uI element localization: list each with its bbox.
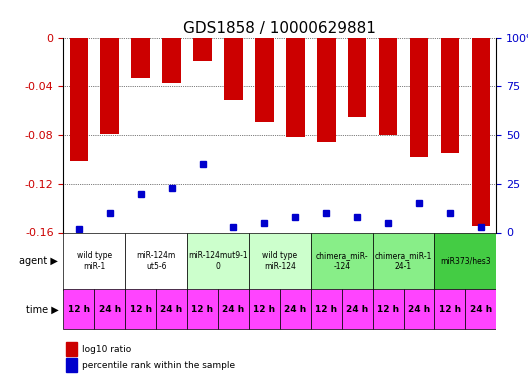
Bar bbox=[156, 290, 187, 329]
Text: chimera_miR-
-124: chimera_miR- -124 bbox=[315, 251, 368, 271]
Text: wild type
miR-1: wild type miR-1 bbox=[77, 251, 112, 271]
Bar bbox=[187, 290, 218, 329]
Bar bbox=[472, 38, 490, 226]
Bar bbox=[435, 290, 465, 329]
Bar bbox=[286, 38, 305, 138]
Text: log10 ratio: log10 ratio bbox=[82, 345, 131, 354]
Text: miR-124mut9-1
0: miR-124mut9-1 0 bbox=[188, 251, 248, 271]
Bar bbox=[379, 38, 398, 135]
Bar bbox=[373, 290, 403, 329]
Bar bbox=[131, 38, 150, 78]
Text: percentile rank within the sample: percentile rank within the sample bbox=[82, 360, 235, 369]
Bar bbox=[249, 232, 311, 290]
Bar bbox=[224, 38, 243, 100]
Text: 12 h: 12 h bbox=[253, 305, 276, 314]
Bar bbox=[67, 342, 77, 357]
Text: GDS1858 / 10000629881: GDS1858 / 10000629881 bbox=[183, 21, 376, 36]
Bar bbox=[100, 38, 119, 134]
Bar bbox=[311, 232, 373, 290]
Bar bbox=[255, 38, 274, 122]
Text: 24 h: 24 h bbox=[284, 305, 306, 314]
Text: 12 h: 12 h bbox=[377, 305, 399, 314]
Bar bbox=[465, 290, 496, 329]
Bar bbox=[63, 232, 125, 290]
Text: 24 h: 24 h bbox=[161, 305, 183, 314]
Bar bbox=[249, 290, 280, 329]
Text: 12 h: 12 h bbox=[439, 305, 461, 314]
Bar bbox=[311, 290, 342, 329]
Text: 12 h: 12 h bbox=[192, 305, 214, 314]
Text: time ▶: time ▶ bbox=[25, 304, 58, 315]
Bar bbox=[373, 232, 435, 290]
Bar bbox=[95, 290, 125, 329]
Text: miR-124m
ut5-6: miR-124m ut5-6 bbox=[137, 251, 176, 271]
Bar bbox=[63, 290, 95, 329]
Text: 24 h: 24 h bbox=[408, 305, 430, 314]
Bar bbox=[410, 38, 428, 157]
Text: 24 h: 24 h bbox=[470, 305, 492, 314]
Bar bbox=[435, 232, 496, 290]
Text: miR373/hes3: miR373/hes3 bbox=[440, 256, 491, 265]
Bar bbox=[342, 290, 373, 329]
Bar bbox=[125, 232, 187, 290]
Text: wild type
miR-124: wild type miR-124 bbox=[262, 251, 297, 271]
Text: agent ▶: agent ▶ bbox=[20, 256, 58, 266]
Bar bbox=[317, 38, 335, 142]
Text: 24 h: 24 h bbox=[99, 305, 121, 314]
Bar bbox=[280, 290, 311, 329]
Text: 24 h: 24 h bbox=[222, 305, 244, 314]
Text: 12 h: 12 h bbox=[315, 305, 337, 314]
Bar bbox=[218, 290, 249, 329]
Text: 12 h: 12 h bbox=[129, 305, 152, 314]
Bar bbox=[187, 232, 249, 290]
Bar bbox=[125, 290, 156, 329]
Bar bbox=[162, 38, 181, 82]
Bar bbox=[403, 290, 435, 329]
Bar bbox=[348, 38, 366, 117]
Bar bbox=[193, 38, 212, 61]
Text: chimera_miR-1
24-1: chimera_miR-1 24-1 bbox=[375, 251, 432, 271]
Text: 12 h: 12 h bbox=[68, 305, 90, 314]
Bar bbox=[441, 38, 459, 153]
Bar bbox=[70, 38, 88, 160]
Bar bbox=[67, 358, 77, 372]
Text: 24 h: 24 h bbox=[346, 305, 368, 314]
